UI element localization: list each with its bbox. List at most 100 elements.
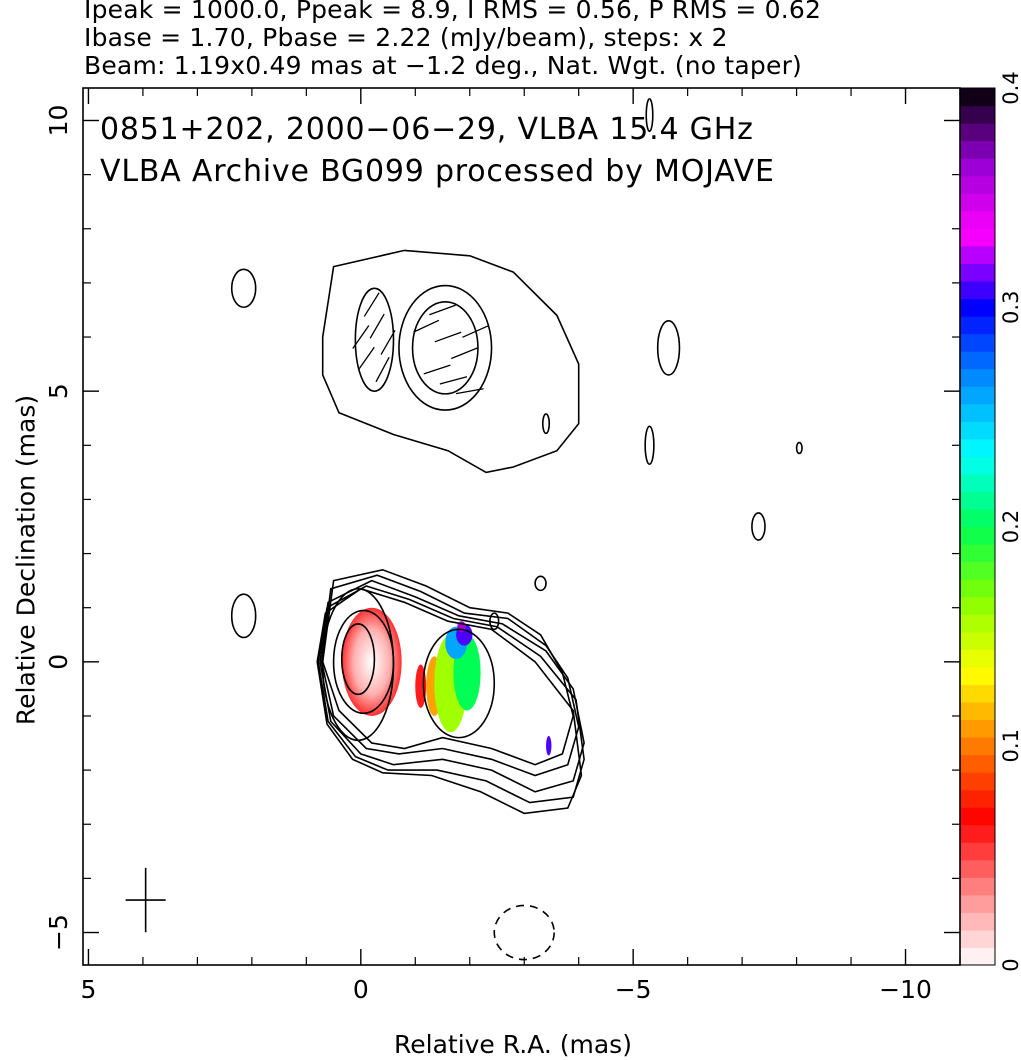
x-tick-label: −5: [615, 975, 652, 1004]
colorbar-swatch: [960, 158, 995, 177]
colorbar-swatch: [960, 263, 995, 282]
colorbar-swatch: [960, 473, 995, 493]
polarization-vector: [363, 292, 380, 317]
isolated-contour: [644, 425, 655, 466]
colorbar-swatch: [960, 245, 995, 264]
colorbar-tick-label: 0.3: [999, 291, 1021, 324]
lobe-contour: [398, 284, 493, 411]
polarization-vector: [357, 346, 375, 371]
colorbar-swatch: [960, 596, 995, 615]
colorbar-swatch: [960, 929, 995, 949]
negative-contour: [493, 904, 555, 961]
header-line-base: Ibase = 1.70, Pbase = 2.22 (mJy/beam), s…: [84, 23, 728, 52]
isolated-contour: [656, 319, 681, 376]
frac-pol-region-knot-blue: [546, 736, 552, 756]
colorbar-swatch: [960, 508, 995, 528]
lobe-outer-contour: [321, 249, 580, 474]
y-tick-label: −5: [44, 914, 73, 951]
jet-contour: [317, 585, 585, 804]
colorbar-swatch: [960, 614, 995, 633]
core-contour: [321, 587, 395, 742]
isolated-contour: [645, 98, 654, 133]
colorbar-swatch: [960, 351, 995, 370]
x-tick-label: 0: [353, 975, 369, 1004]
y-axis-label: Relative Declination (mas): [11, 394, 41, 726]
y-tick-label: 0: [44, 654, 73, 670]
colorbar-swatch: [960, 754, 995, 773]
polarization-vector: [455, 388, 484, 395]
colorbar-swatch: [960, 280, 995, 300]
colorbar-swatch: [960, 88, 995, 107]
colorbar-swatch: [960, 701, 995, 721]
polarization-vector: [434, 331, 462, 343]
colorbar-swatch: [960, 684, 995, 703]
lobe-contour: [411, 301, 479, 395]
colorbar-swatch: [960, 789, 995, 808]
colorbar-swatch: [960, 526, 995, 545]
colorbar-swatch: [960, 824, 995, 843]
jet-contour: [319, 579, 585, 793]
colorbar-swatch: [960, 316, 995, 335]
colorbar-swatch: [960, 561, 995, 580]
polarization-vector: [369, 313, 385, 339]
colorbar-swatch: [960, 438, 995, 457]
colorbar-swatch: [960, 123, 995, 142]
polarization-vector: [439, 376, 468, 385]
source-annotation: 0851+202, 2000−06−29, VLBA 15.4 GHz: [100, 112, 754, 147]
colorbar-swatch: [960, 491, 995, 510]
y-tick-label: 10: [44, 105, 73, 137]
jet-contour: [321, 568, 575, 766]
polarization-vector: [352, 325, 370, 349]
colorbar-swatch: [960, 579, 995, 598]
colorbar-swatch: [960, 193, 995, 212]
colorbar-swatch: [960, 421, 995, 440]
jet-contour: [320, 574, 580, 777]
colorbar-swatch: [960, 105, 995, 124]
colorbar-swatch: [960, 649, 995, 668]
x-tick-label: −10: [879, 975, 932, 1004]
y-tick-label: 5: [44, 383, 73, 399]
x-axis-label: Relative R.A. (mas): [394, 1030, 632, 1059]
isolated-contour: [541, 413, 551, 435]
colorbar-swatch: [960, 877, 995, 896]
colorbar-swatch: [960, 456, 995, 475]
polarization-vector: [423, 364, 451, 375]
polarization-vector: [380, 329, 396, 355]
colorbar-swatch: [960, 228, 995, 247]
colorbar-swatch: [960, 386, 995, 405]
isolated-contour: [230, 593, 257, 639]
x-tick-label: 5: [80, 975, 96, 1004]
lobe-contour: [354, 287, 395, 392]
colorbar-tick-label: 0.2: [999, 510, 1021, 543]
colorbar-swatch: [960, 368, 995, 387]
frac-pol-region-core: [341, 607, 402, 716]
colorbar-swatch: [960, 859, 995, 878]
polarization-vector: [413, 319, 440, 333]
colorbar-swatch: [960, 333, 995, 352]
polarization-vector: [429, 304, 456, 316]
colorbar-swatch: [960, 403, 995, 422]
isolated-contour: [230, 268, 257, 309]
colorbar-swatch: [960, 210, 995, 229]
plot-frame: [82, 87, 961, 966]
header-line-peak: Ipeak = 1000.0, Ppeak = 8.9, I RMS = 0.5…: [84, 0, 822, 24]
colorbar-swatch: [960, 947, 995, 966]
isolated-contour: [534, 575, 547, 592]
polarization-vector: [375, 356, 390, 383]
colorbar-swatch: [960, 544, 995, 563]
colorbar-swatch: [960, 175, 995, 194]
isolated-contour: [751, 512, 766, 541]
archive-annotation: VLBA Archive BG099 processed by MOJAVE: [100, 154, 775, 189]
colorbar-swatch: [960, 666, 995, 685]
colorbar-swatch: [960, 772, 995, 791]
isolated-contour: [795, 441, 803, 455]
colorbar-tick-label: 0.1: [999, 729, 1021, 762]
colorbar-swatch: [960, 807, 995, 826]
isolated-contour: [489, 612, 500, 631]
colorbar-tick-label: 0: [999, 958, 1021, 971]
polarization-vector: [451, 347, 478, 360]
colorbar-swatch: [960, 912, 995, 931]
colorbar-swatch: [960, 631, 995, 650]
header-line-beam: Beam: 1.19x0.49 mas at −1.2 deg., Nat. W…: [84, 51, 803, 80]
